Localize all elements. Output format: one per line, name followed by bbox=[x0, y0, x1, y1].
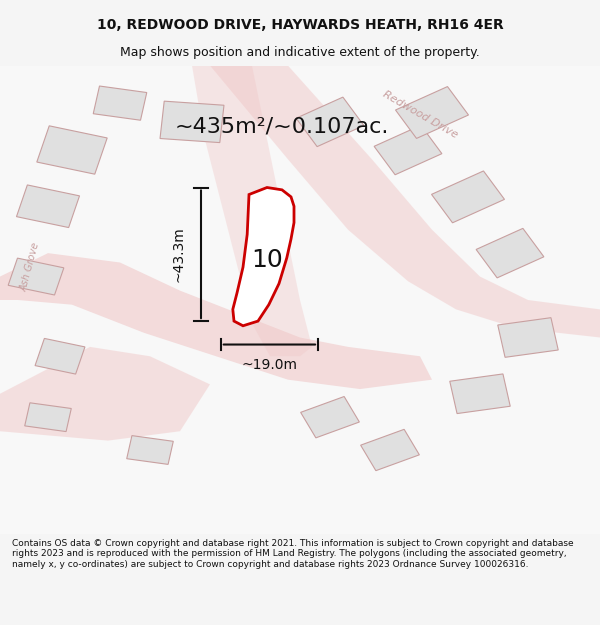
Polygon shape bbox=[160, 101, 224, 142]
Text: 10: 10 bbox=[251, 248, 283, 272]
Text: 10, REDWOOD DRIVE, HAYWARDS HEATH, RH16 4ER: 10, REDWOOD DRIVE, HAYWARDS HEATH, RH16 … bbox=[97, 18, 503, 32]
Polygon shape bbox=[0, 253, 432, 389]
Polygon shape bbox=[127, 436, 173, 464]
Text: Ash Grove: Ash Grove bbox=[19, 242, 41, 292]
Polygon shape bbox=[431, 171, 505, 222]
Polygon shape bbox=[233, 188, 294, 326]
Polygon shape bbox=[296, 97, 364, 147]
Polygon shape bbox=[395, 87, 469, 138]
Text: ~43.3m: ~43.3m bbox=[172, 226, 186, 282]
Text: ~435m²/~0.107ac.: ~435m²/~0.107ac. bbox=[175, 116, 389, 136]
Polygon shape bbox=[35, 338, 85, 374]
Polygon shape bbox=[93, 86, 147, 120]
Text: Contains OS data © Crown copyright and database right 2021. This information is : Contains OS data © Crown copyright and d… bbox=[12, 539, 574, 569]
Text: Redwood Drive: Redwood Drive bbox=[381, 89, 459, 141]
Polygon shape bbox=[16, 185, 80, 228]
Polygon shape bbox=[8, 258, 64, 295]
Polygon shape bbox=[476, 228, 544, 278]
Polygon shape bbox=[498, 318, 558, 357]
Polygon shape bbox=[374, 125, 442, 175]
Polygon shape bbox=[192, 66, 312, 356]
Polygon shape bbox=[301, 396, 359, 438]
Polygon shape bbox=[450, 374, 510, 414]
Polygon shape bbox=[37, 126, 107, 174]
Polygon shape bbox=[210, 66, 600, 338]
Polygon shape bbox=[361, 429, 419, 471]
Polygon shape bbox=[0, 347, 210, 441]
Text: Map shows position and indicative extent of the property.: Map shows position and indicative extent… bbox=[120, 46, 480, 59]
Text: ~19.0m: ~19.0m bbox=[241, 357, 298, 372]
Polygon shape bbox=[25, 402, 71, 432]
